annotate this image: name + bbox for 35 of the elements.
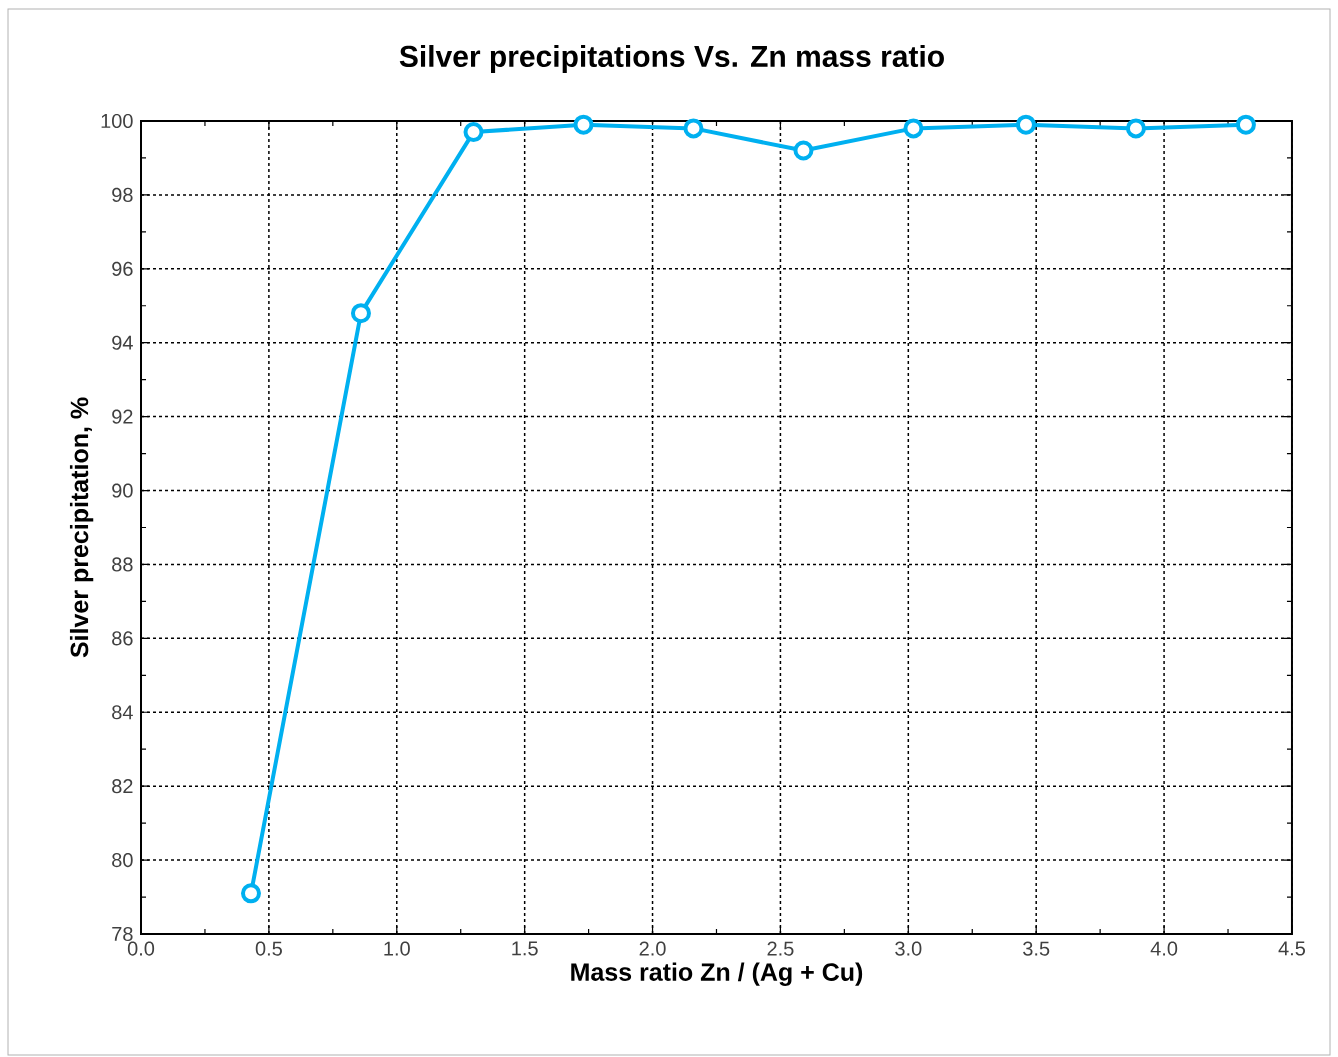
- y-tick-label: 98: [112, 187, 133, 202]
- x-tick-label: 4.5: [1278, 941, 1306, 956]
- x-tick-label: 4.0: [1150, 941, 1178, 956]
- point: [683, 118, 704, 139]
- x-tick-label: 3.0: [895, 941, 922, 956]
- y-tick-label: 90: [112, 483, 133, 498]
- point: [240, 883, 261, 904]
- point: [793, 140, 814, 161]
- x-tick-label: 2.0: [639, 941, 666, 956]
- point: [573, 114, 594, 135]
- x-tick-label: 3.5: [1023, 941, 1050, 956]
- point: [1015, 114, 1036, 135]
- y-tick-label: 82: [112, 779, 133, 794]
- y-tick-label: 80: [112, 853, 133, 868]
- y-tick-label: 86: [112, 631, 133, 646]
- point: [350, 303, 371, 324]
- y-tick-label: 96: [112, 261, 133, 276]
- y-tick-label: 88: [112, 557, 133, 572]
- x-tick-label: 2.5: [767, 941, 794, 956]
- y-tick-label: 78: [112, 926, 133, 942]
- x-tick-label: 1.5: [512, 941, 538, 956]
- x-tick-label: 0.0: [127, 941, 155, 956]
- point: [463, 122, 484, 143]
- x-tick-label: 0.5: [255, 941, 282, 956]
- x-tick-label: 1.0: [384, 941, 410, 956]
- point: [1235, 114, 1256, 135]
- y-axis-title: Silver precipitation, %: [69, 397, 94, 658]
- point: [1125, 118, 1146, 139]
- x-axis-title: Mass ratio Zn / (Ag + Cu): [571, 962, 863, 986]
- chart-title: Silver precipitations Vs. Zn mass ratio: [399, 45, 944, 73]
- y-tick-label: 92: [112, 409, 133, 424]
- y-tick-label: 94: [112, 335, 133, 350]
- y-tick-label: 84: [112, 705, 133, 720]
- y-tick-label: 100: [101, 113, 133, 129]
- point: [903, 118, 924, 139]
